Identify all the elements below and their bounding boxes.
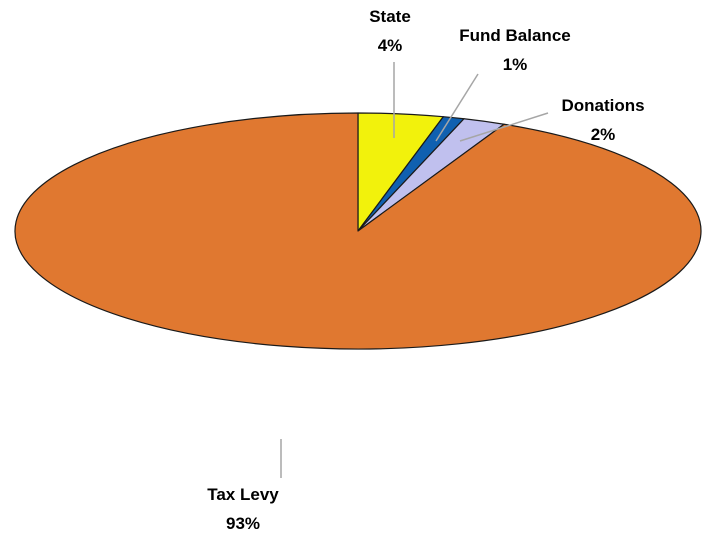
pie-top-layer <box>14 112 702 350</box>
leader-line-donations <box>459 112 549 142</box>
leader-line-fund-balance <box>435 73 479 142</box>
percent-state: 4% <box>378 36 403 55</box>
percent-tax-levy: 93% <box>226 514 260 533</box>
label-donations: Donations <box>561 96 644 115</box>
percent-fund-balance: 1% <box>503 55 528 74</box>
label-fund-balance: Fund Balance <box>459 26 570 45</box>
leader-lines <box>280 62 549 478</box>
data-labels: State 4% Fund Balance 1% Donations 2% Tax Levy… <box>207 7 644 533</box>
slice-tax-levy <box>14 112 702 350</box>
percent-donations: 2% <box>591 125 616 144</box>
label-state: State <box>369 7 411 26</box>
label-tax-levy: Tax Levy <box>207 485 279 504</box>
